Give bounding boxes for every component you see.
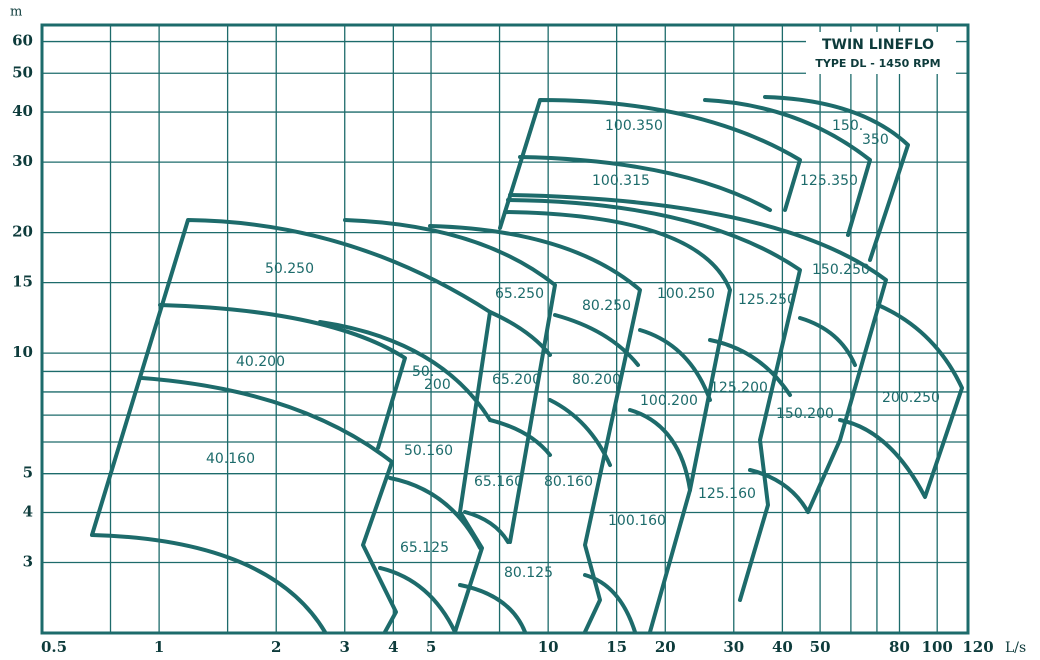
pump-curve <box>583 573 637 634</box>
region-label: 100.200 <box>640 393 698 409</box>
region-label: 65.160 <box>474 474 523 490</box>
y-tick-label: 50 <box>12 63 33 81</box>
region-label: 200 <box>424 377 451 393</box>
region-label: 200.250 <box>882 390 940 406</box>
pump-curve <box>458 583 527 634</box>
pump-curve <box>158 303 407 450</box>
pump-curve <box>318 320 492 422</box>
pump-curve <box>506 198 802 602</box>
region-label: 125.200 <box>710 380 768 396</box>
y-tick-label: 40 <box>12 102 33 120</box>
region-label: 50.160 <box>404 443 453 459</box>
pump-curves <box>90 95 964 634</box>
pump-curve <box>343 218 557 544</box>
x-tick-label: 3 <box>340 638 350 656</box>
y-tick-label: 30 <box>12 152 33 170</box>
pump-curve <box>628 408 692 492</box>
region-label: 150. <box>832 118 863 134</box>
x-tick-label: 4 <box>388 638 398 656</box>
region-label: 100.315 <box>592 173 650 189</box>
pump-curve <box>763 95 910 262</box>
x-tick-label: 15 <box>606 638 627 656</box>
x-tick-label: 100 <box>922 638 953 656</box>
pump-curve <box>798 316 857 367</box>
y-tick-label: 60 <box>12 32 33 50</box>
region-label: 80.200 <box>572 372 621 388</box>
region-label: 100.160 <box>608 513 666 529</box>
pump-curve <box>708 338 792 397</box>
x-tick-label: 50 <box>810 638 831 656</box>
region-label: 50.250 <box>265 261 314 277</box>
pump-curve <box>140 376 398 634</box>
pump-curve <box>90 533 327 634</box>
y-tick-label: 4 <box>23 502 33 520</box>
x-axis-label: L/s <box>1005 640 1026 656</box>
x-tick-label: 2 <box>271 638 281 656</box>
region-label: 100.250 <box>657 286 715 302</box>
pump-curve <box>638 328 712 402</box>
pump-curve <box>838 303 964 499</box>
region-label: 80.125 <box>504 565 553 581</box>
region-label: 150.200 <box>776 406 834 422</box>
pump-curve <box>90 218 492 634</box>
region-label: 65.200 <box>492 372 541 388</box>
region-label: 80.160 <box>544 474 593 490</box>
pump-curve <box>488 310 552 357</box>
pump-curve <box>463 510 510 544</box>
region-label: 125.160 <box>698 486 756 502</box>
pump-curve <box>388 476 482 550</box>
pump-curve <box>548 398 612 467</box>
region-label: 80.250 <box>582 298 631 314</box>
x-tick-label: 20 <box>655 638 676 656</box>
region-label: 50. <box>412 364 434 380</box>
y-axis-label: m <box>10 5 22 20</box>
y-tick-label: 10 <box>12 343 33 361</box>
pump-curve <box>703 98 872 237</box>
grid <box>41 25 969 633</box>
region-label: 100.350 <box>605 118 663 134</box>
pump-curve <box>508 193 888 514</box>
y-tick-label: 5 <box>23 464 33 482</box>
region-label: 65.250 <box>495 286 544 302</box>
pump-curve <box>748 468 810 514</box>
x-tick-label: 80 <box>889 638 910 656</box>
x-tick-label: 10 <box>538 638 559 656</box>
y-tick-label: 15 <box>12 273 33 291</box>
region-label: 40.200 <box>236 354 285 370</box>
pump-curve <box>428 224 642 634</box>
chart-subtitle: TYPE DL - 1450 RPM <box>815 57 940 70</box>
region-label: 350 <box>862 132 889 148</box>
region-label: 65.125 <box>400 540 449 556</box>
y-tick-label: 3 <box>23 552 33 570</box>
y-tick-label: 20 <box>12 223 33 241</box>
title-box <box>806 32 956 74</box>
region-label: 150.250 <box>812 262 870 278</box>
plot-frame <box>40 23 970 635</box>
x-tick-label: 30 <box>723 638 744 656</box>
pump-curve <box>503 210 732 634</box>
region-label: 125.250 <box>738 292 796 308</box>
pump-curve <box>553 313 640 367</box>
x-tick-label: 120 <box>962 638 993 656</box>
region-labels: 100.350 150. 350 100.315 125.350 50.250 … <box>206 118 940 581</box>
x-tick-label: 1 <box>154 638 164 656</box>
pump-curve <box>488 418 552 457</box>
chart-title: TWIN LINEFLO <box>822 37 934 53</box>
x-tick-label: 5 <box>426 638 436 656</box>
x-tick-label: 40 <box>772 638 793 656</box>
region-label: 40.160 <box>206 451 255 467</box>
pump-curve <box>518 155 772 212</box>
region-label: 125.350 <box>800 173 858 189</box>
pump-curve <box>498 98 802 230</box>
x-tick-label: 0.5 <box>41 638 67 656</box>
pump-curve <box>378 566 457 634</box>
